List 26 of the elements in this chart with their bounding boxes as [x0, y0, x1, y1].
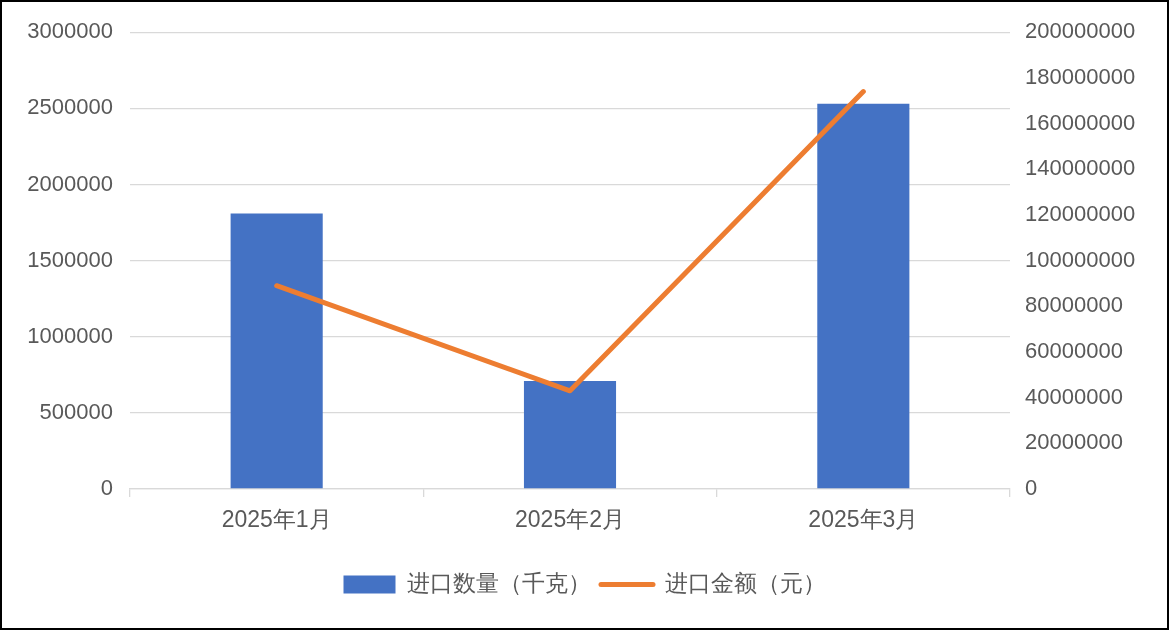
y-tick-label: 2500000 — [27, 94, 113, 120]
x-tick-label: 2025年3月 — [808, 506, 919, 533]
y-tick-label: 1000000 — [27, 322, 113, 348]
x-tick-label: 2025年2月 — [515, 506, 625, 533]
y2-tick-label: 100000000 — [1025, 246, 1136, 272]
x-tick-label: 2025年1月 — [221, 506, 332, 533]
y2-tick-label: 200000000 — [1025, 18, 1136, 44]
y-tick-label: 0 — [100, 475, 113, 501]
y-tick-label: 2000000 — [27, 170, 113, 196]
y2-tick-label: 140000000 — [1025, 155, 1136, 181]
y2-tick-label: 120000000 — [1025, 200, 1136, 226]
y2-tick-label: 80000000 — [1025, 292, 1123, 318]
bar — [817, 103, 910, 489]
y2-tick-label: 160000000 — [1025, 109, 1136, 135]
bar — [230, 213, 323, 489]
y2-tick-label: 60000000 — [1025, 338, 1123, 364]
legend-label: 进口金额（元） — [664, 569, 826, 596]
y2-tick-label: 0 — [1025, 475, 1038, 501]
legend-label: 进口数量（千克） — [407, 569, 591, 596]
y-tick-label: 3000000 — [27, 18, 113, 44]
y2-tick-label: 20000000 — [1025, 429, 1123, 455]
y-tick-label: 1500000 — [27, 246, 113, 272]
y2-tick-label: 180000000 — [1025, 63, 1136, 89]
bar — [523, 380, 617, 489]
y-tick-label: 500000 — [39, 398, 113, 424]
y2-tick-label: 40000000 — [1025, 383, 1123, 409]
